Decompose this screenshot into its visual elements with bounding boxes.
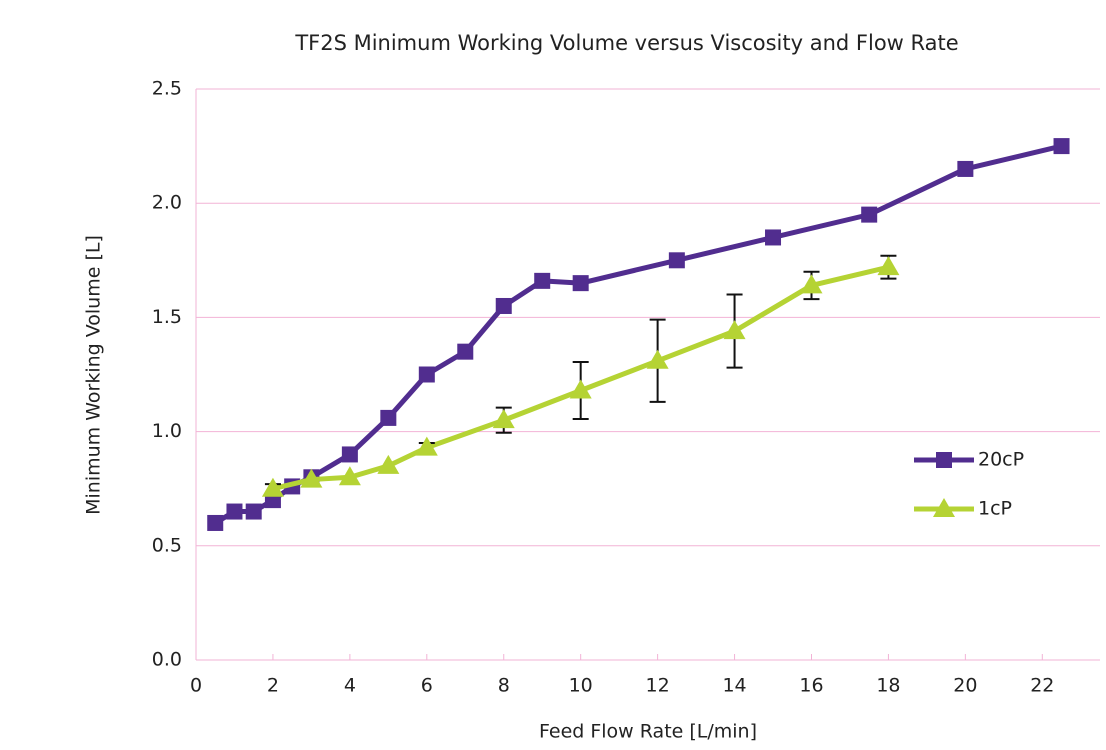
x-tick-label: 20	[953, 675, 977, 697]
data-point	[492, 409, 515, 429]
data-point	[877, 256, 900, 276]
series-line	[213, 143, 1063, 526]
y-axis-label: Minimum Working Volume [L]	[83, 235, 105, 515]
data-point	[765, 229, 782, 246]
data-point	[957, 160, 974, 177]
x-tick-label: 14	[722, 675, 746, 697]
x-tick-label: 2	[267, 675, 279, 697]
y-tick-label: 1.0	[152, 420, 182, 442]
x-tick-label: 4	[344, 675, 356, 697]
data-point	[534, 272, 551, 289]
y-tick-label: 0.0	[152, 649, 182, 671]
data-point	[646, 349, 669, 369]
data-point	[207, 514, 224, 531]
legend-label: 20cP	[978, 449, 1024, 471]
data-point	[861, 206, 878, 223]
x-tick-label: 0	[190, 675, 202, 697]
x-axis-label: Feed Flow Rate [L/min]	[539, 721, 757, 743]
x-tick-label: 10	[569, 675, 593, 697]
data-point	[418, 366, 435, 383]
data-point	[226, 503, 243, 520]
data-point	[1053, 138, 1070, 155]
y-tick-label: 2.0	[152, 192, 182, 214]
x-tick-label: 16	[799, 675, 823, 697]
legend-label: 1cP	[978, 498, 1012, 520]
x-tick-label: 18	[876, 675, 900, 697]
data-point	[245, 503, 262, 520]
data-point	[380, 409, 397, 426]
data-point	[377, 454, 400, 474]
data-point	[572, 275, 589, 292]
x-tick-label: 22	[1030, 675, 1054, 697]
data-point	[668, 252, 685, 269]
data-point	[300, 468, 323, 488]
data-point	[415, 436, 438, 456]
data-point	[800, 274, 823, 294]
data-point	[457, 343, 474, 360]
x-tick-label: 6	[421, 675, 433, 697]
y-tick-label: 0.5	[152, 534, 182, 556]
y-tick-label: 2.5	[152, 78, 182, 100]
data-point	[723, 320, 746, 340]
x-tick-label: 8	[498, 675, 510, 697]
data-point	[261, 477, 284, 497]
x-tick-label: 12	[646, 675, 670, 697]
data-point	[338, 466, 361, 486]
chart-title: TF2S Minimum Working Volume versus Visco…	[294, 31, 958, 55]
data-point	[341, 446, 358, 463]
legend-marker	[936, 452, 952, 468]
legend-marker	[933, 498, 955, 517]
data-point	[569, 379, 592, 399]
data-point	[495, 297, 512, 314]
y-tick-label: 1.5	[152, 306, 182, 328]
